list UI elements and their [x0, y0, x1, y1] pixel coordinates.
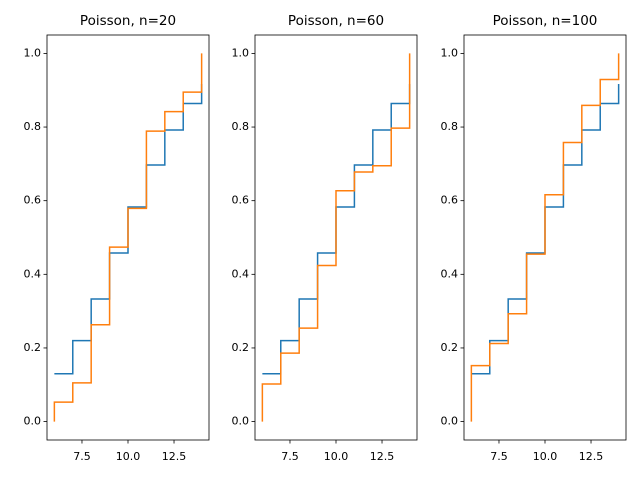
y-tick-label: 0.4: [24, 267, 42, 280]
x-tick-label: 12.5: [370, 450, 395, 463]
step-line: [470, 53, 620, 422]
y-tick-label: 0.4: [441, 267, 459, 280]
subplot-title: Poisson, n=100: [493, 13, 598, 29]
y-tick-label: 0.2: [24, 341, 42, 354]
x-tick-label: 10.0: [116, 450, 141, 463]
step-line: [53, 53, 203, 422]
y-tick-label: 0.0: [232, 415, 250, 428]
y-tick-label: 0.6: [232, 194, 250, 207]
x-tick-label: 10.0: [533, 450, 558, 463]
x-tick-label: 12.5: [162, 450, 187, 463]
y-tick-label: 0.6: [441, 194, 459, 207]
x-tick-label: 10.0: [324, 450, 349, 463]
y-tick-label: 0.6: [24, 194, 42, 207]
x-tick-label: 7.5: [281, 450, 299, 463]
y-tick-label: 0.8: [232, 120, 250, 133]
subplot-title: Poisson, n=60: [288, 13, 384, 29]
y-tick-label: 0.0: [441, 415, 459, 428]
y-tick-label: 0.2: [441, 341, 459, 354]
y-tick-label: 0.8: [441, 120, 459, 133]
y-tick-label: 0.8: [24, 120, 42, 133]
x-tick-label: 7.5: [73, 450, 91, 463]
y-tick-label: 0.0: [24, 415, 42, 428]
step-line: [54, 83, 203, 375]
subplot-title: Poisson, n=20: [80, 13, 176, 29]
x-tick-label: 12.5: [579, 450, 604, 463]
y-tick-label: 0.4: [232, 267, 250, 280]
y-tick-label: 1.0: [441, 46, 459, 59]
y-tick-label: 1.0: [232, 46, 250, 59]
y-tick-label: 1.0: [24, 46, 42, 59]
x-tick-label: 7.5: [490, 450, 508, 463]
step-line: [261, 53, 411, 422]
y-tick-label: 0.2: [232, 341, 250, 354]
